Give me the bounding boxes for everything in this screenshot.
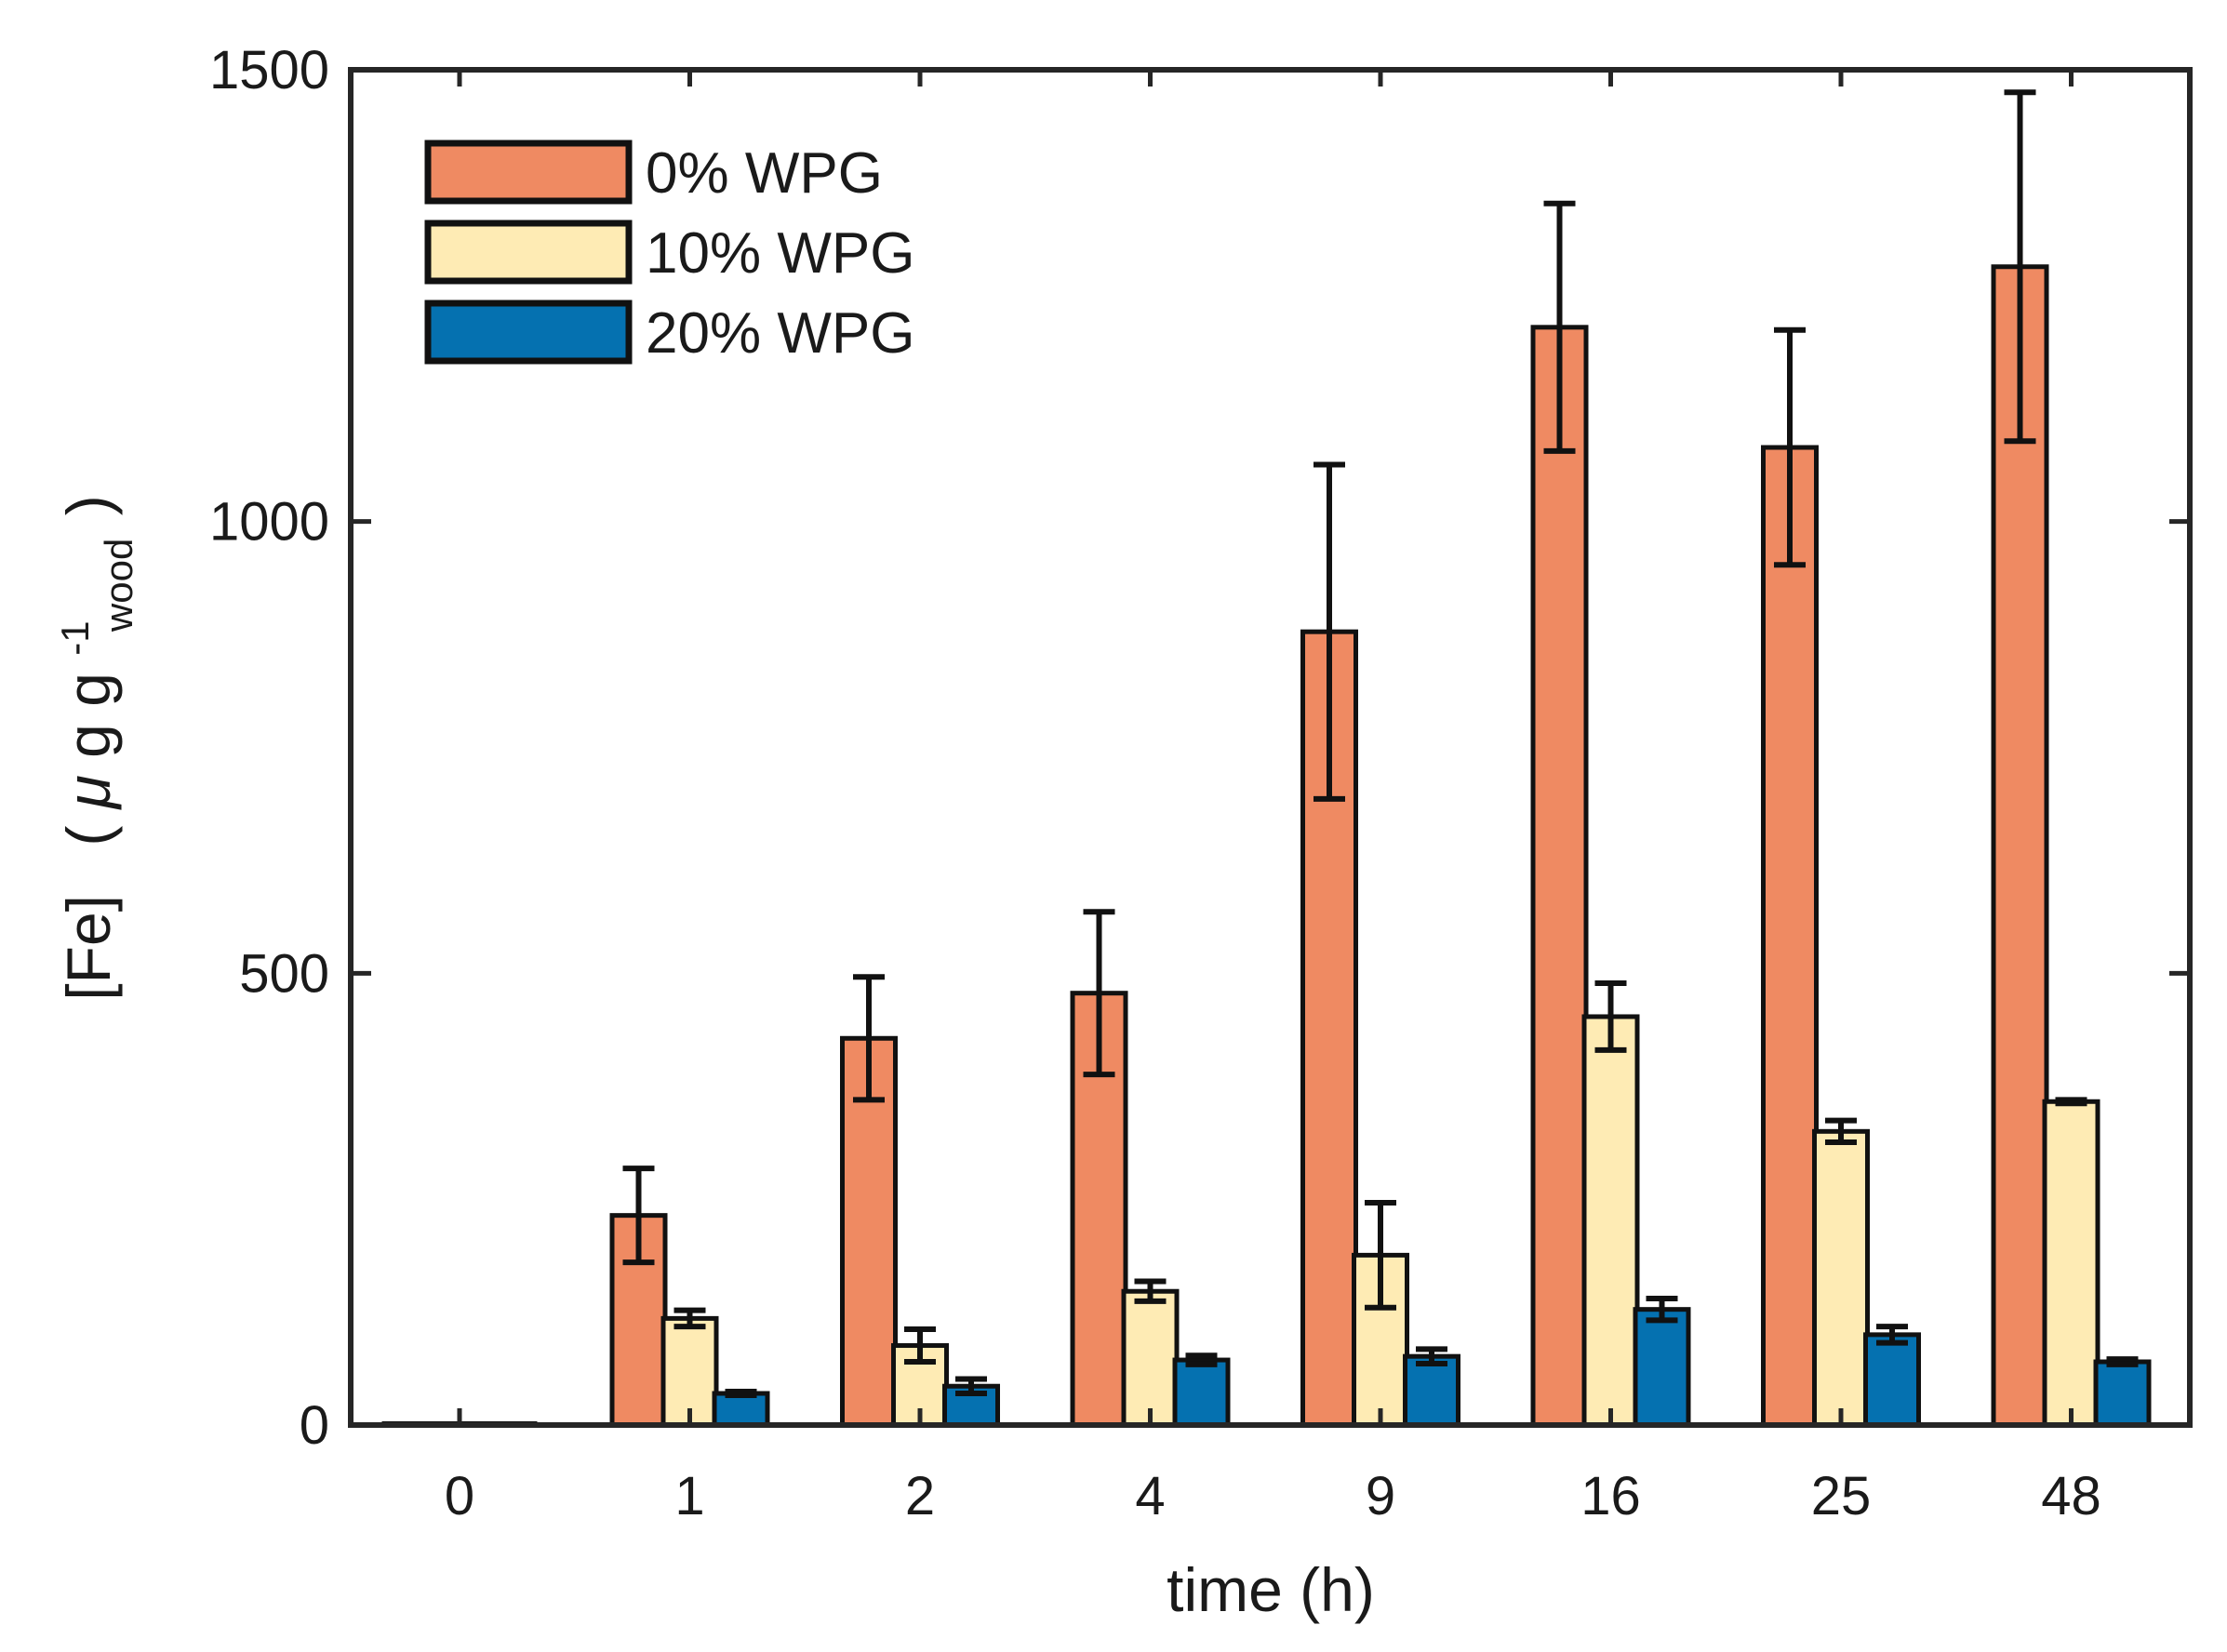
bar-series-1-16 <box>1581 1014 1640 1428</box>
error-bar-series-1-2 <box>904 1326 936 1366</box>
plot-frame <box>348 67 2193 1428</box>
error-bar-series-1-48 <box>2055 1097 2087 1107</box>
bar-series-0-16 <box>1530 325 1589 1428</box>
x-tick-label-0: 0 <box>445 1466 474 1526</box>
x-tick-label-2: 2 <box>905 1466 935 1526</box>
y-axis-label-open: ( <box>54 826 123 846</box>
error-bar-series-2-2 <box>955 1376 987 1397</box>
error-bar-series-0-48 <box>2004 89 2036 445</box>
bar-series-2-9 <box>1403 1353 1460 1428</box>
bar-series-1-48 <box>2042 1099 2100 1428</box>
y-axis-label-main: [Fe] <box>54 895 123 1001</box>
error-bar-series-1-25 <box>1825 1117 1857 1145</box>
error-bar-series-0-2 <box>853 974 885 1103</box>
error-bar-series-0-4 <box>1083 909 1115 1078</box>
bar-series-2-1 <box>712 1391 770 1428</box>
error-bar-series-1-16 <box>1594 980 1627 1053</box>
error-bar-series-0-1 <box>622 1166 655 1266</box>
bar-series-0-2 <box>840 1035 898 1428</box>
y-tick-label-1500: 1500 <box>209 40 329 100</box>
legend-label-2: 20% WPG <box>646 301 914 366</box>
legend-swatch-1 <box>424 220 633 285</box>
axis-ticks: 0 1 2 4 9 16 25 48 0 500 1000 1500 <box>209 40 2190 1526</box>
legend-entry-1: 10% WPG <box>424 220 914 286</box>
bar-series-1-4 <box>1121 1288 1180 1428</box>
bar-series-2-48 <box>2093 1359 2152 1428</box>
y-tick-label-500: 500 <box>239 943 329 1004</box>
y-tick-label-1000: 1000 <box>209 492 329 553</box>
error-bar-series-1-4 <box>1134 1278 1167 1304</box>
bar-series-2-25 <box>1863 1332 1921 1428</box>
bar-series-1-25 <box>1812 1128 1870 1428</box>
y-axis-label: [Fe] ( μ g g -1 wood ) <box>53 495 140 1000</box>
x-tick-label-16: 16 <box>1580 1466 1641 1526</box>
bar-series-0-48 <box>1991 264 2049 1428</box>
x-tick-label-1: 1 <box>674 1466 704 1526</box>
legend-entry-2: 20% WPG <box>424 300 914 366</box>
x-tick-label-25: 25 <box>1811 1466 1872 1526</box>
error-bar-series-0-25 <box>1774 326 1806 568</box>
bar-series-0-25 <box>1761 445 1819 1428</box>
error-bar-series-2-1 <box>725 1389 757 1398</box>
y-axis-label-close: ) <box>54 495 123 515</box>
error-bar-series-1-9 <box>1365 1200 1396 1311</box>
error-bar-series-2-25 <box>1876 1324 1908 1346</box>
bar-series-2-4 <box>1172 1357 1231 1428</box>
error-bar-series-2-4 <box>1185 1352 1218 1367</box>
error-bar-series-2-16 <box>1646 1296 1678 1324</box>
bar-series-1-1 <box>660 1315 719 1428</box>
x-tick-label-48: 48 <box>2041 1466 2101 1526</box>
bar-series-2-16 <box>1633 1307 1691 1428</box>
legend-entry-0: 0% WPG <box>424 140 883 206</box>
legend-label-1: 10% WPG <box>646 221 914 286</box>
y-axis-label-sup: -1 <box>53 620 97 655</box>
error-bar-series-2-48 <box>2106 1356 2139 1367</box>
y-axis-label-mu: μ <box>54 775 123 810</box>
error-bar-series-0-9 <box>1314 461 1345 802</box>
legend-swatch-2 <box>424 300 633 365</box>
legend: 0% WPG 10% WPG 20% WPG <box>424 140 914 366</box>
legend-label-0: 0% WPG <box>646 141 883 206</box>
x-tick-label-9: 9 <box>1366 1466 1395 1526</box>
bars-layer <box>381 264 2152 1428</box>
y-axis-label-sub: wood <box>97 539 140 633</box>
x-axis-label: time (h) <box>1167 1555 1375 1624</box>
y-axis-label-units: g g <box>54 673 123 758</box>
error-bar-series-1-1 <box>673 1307 706 1330</box>
error-bar-series-2-9 <box>1416 1346 1447 1366</box>
x-tick-label-4: 4 <box>1135 1466 1165 1526</box>
legend-swatch-0 <box>424 140 633 205</box>
error-bar-series-0-16 <box>1543 200 1576 454</box>
y-tick-label-0: 0 <box>300 1395 329 1456</box>
error-bars-layer <box>622 89 2139 1398</box>
